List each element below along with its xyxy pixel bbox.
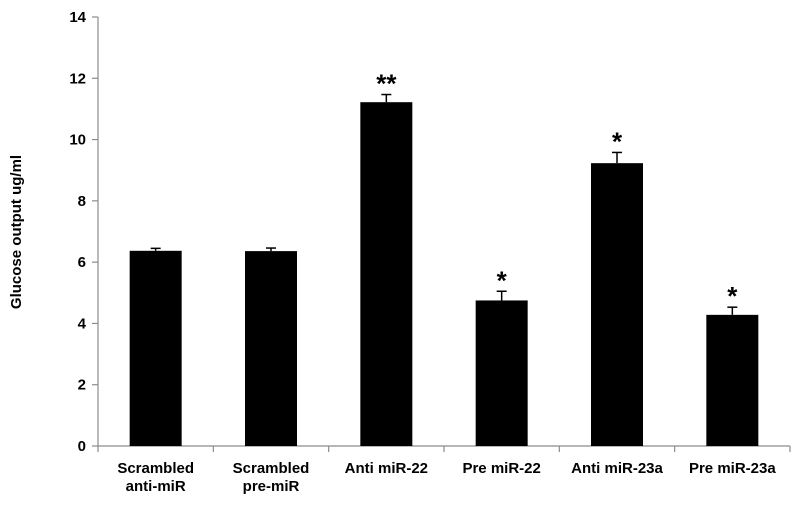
- x-category-label: Scrambled anti-miR: [117, 460, 194, 495]
- y-tick-label: 14: [69, 9, 86, 26]
- y-tick-label: 4: [78, 315, 87, 332]
- x-category-label: Pre miR-22: [462, 460, 540, 477]
- significance-marker: *: [612, 126, 623, 156]
- x-category-label-line: Scrambled: [233, 460, 310, 477]
- y-tick-label: 12: [69, 70, 86, 87]
- bar: [475, 300, 528, 446]
- x-category-label: Anti miR-23a: [571, 460, 663, 477]
- x-category-label: Anti miR-22: [345, 460, 428, 477]
- x-category-label-line: pre-miR: [243, 478, 300, 495]
- x-category-label-line: Pre miR-22: [462, 460, 540, 477]
- y-tick-label: 6: [78, 254, 86, 271]
- y-tick-label: 8: [78, 193, 86, 210]
- x-category-label-line: Anti miR-22: [345, 460, 428, 477]
- x-category-label: Pre miR-23a: [689, 460, 776, 477]
- significance-marker: **: [376, 69, 397, 99]
- bar: [591, 163, 643, 446]
- significance-marker: *: [497, 265, 508, 295]
- y-axis-title: Glucose output ug/ml: [8, 155, 25, 309]
- x-category-label-line: Scrambled: [117, 460, 194, 477]
- x-category-label: Scrambled pre-miR: [233, 460, 310, 495]
- bar: [245, 251, 297, 446]
- y-tick-label: 10: [69, 132, 86, 149]
- y-tick-label: 0: [78, 438, 86, 455]
- y-tick-label: 2: [78, 377, 86, 394]
- bar: [360, 102, 413, 447]
- x-category-label-line: Pre miR-23a: [689, 460, 776, 477]
- x-category-label-line: anti-miR: [126, 478, 186, 495]
- bar: [129, 250, 182, 446]
- bar: [706, 314, 759, 446]
- significance-marker: *: [727, 281, 738, 311]
- x-category-label-line: Anti miR-23a: [571, 460, 663, 477]
